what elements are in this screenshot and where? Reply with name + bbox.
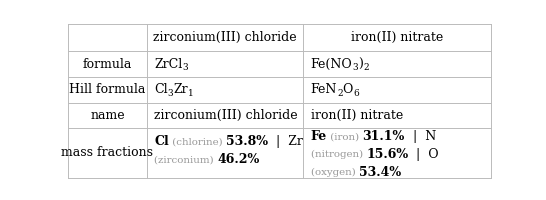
Text: (nitrogen): (nitrogen) xyxy=(311,150,366,159)
Text: iron(II) nitrate: iron(II) nitrate xyxy=(351,31,443,44)
Text: (chlorine): (chlorine) xyxy=(169,137,226,146)
Text: iron(II) nitrate: iron(II) nitrate xyxy=(311,109,403,122)
Text: |  Zr: | Zr xyxy=(268,135,302,148)
Text: zirconium(III) chloride: zirconium(III) chloride xyxy=(153,31,296,44)
Text: Cl: Cl xyxy=(154,135,169,148)
Text: formula: formula xyxy=(82,58,132,71)
Text: Fe: Fe xyxy=(311,130,327,143)
Text: 53.8%: 53.8% xyxy=(226,135,268,148)
Text: 1: 1 xyxy=(188,89,194,98)
Text: 53.4%: 53.4% xyxy=(359,166,401,179)
Text: Fe(NO: Fe(NO xyxy=(311,58,353,71)
Text: (iron): (iron) xyxy=(327,132,363,141)
Text: mass fractions: mass fractions xyxy=(61,146,153,159)
Text: 6: 6 xyxy=(353,89,359,98)
Text: ): ) xyxy=(358,58,363,71)
Text: 3: 3 xyxy=(168,89,174,98)
Text: 31.1%: 31.1% xyxy=(363,130,405,143)
Text: Hill formula: Hill formula xyxy=(69,83,146,96)
Text: ZrCl: ZrCl xyxy=(154,58,182,71)
Text: |  O: | O xyxy=(408,148,439,161)
Text: zirconium(III) chloride: zirconium(III) chloride xyxy=(154,109,298,122)
Text: name: name xyxy=(90,109,124,122)
Text: FeN: FeN xyxy=(311,83,337,96)
Text: Zr: Zr xyxy=(174,83,188,96)
Text: O: O xyxy=(343,83,353,96)
Text: Cl: Cl xyxy=(154,83,168,96)
Text: (zirconium): (zirconium) xyxy=(154,155,217,164)
Text: 3: 3 xyxy=(353,63,358,72)
Text: (oxygen): (oxygen) xyxy=(311,168,359,177)
Text: 2: 2 xyxy=(337,89,343,98)
Text: |  N: | N xyxy=(405,130,436,143)
Text: 3: 3 xyxy=(182,63,188,72)
Text: 15.6%: 15.6% xyxy=(366,148,408,161)
Text: 2: 2 xyxy=(363,63,369,72)
Text: 46.2%: 46.2% xyxy=(217,153,259,166)
